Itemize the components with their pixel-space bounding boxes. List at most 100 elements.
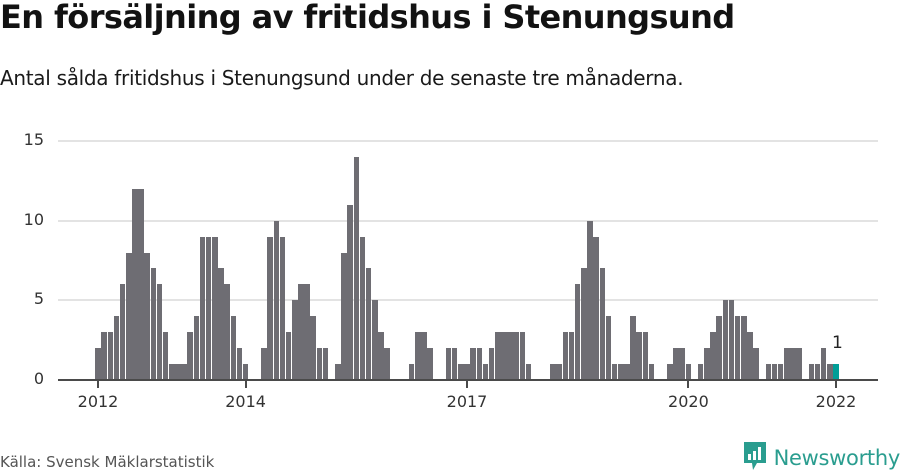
bar xyxy=(673,348,679,380)
bar xyxy=(384,348,390,380)
gridline xyxy=(58,219,878,222)
x-tick xyxy=(97,380,99,388)
x-tick xyxy=(244,380,247,388)
bar xyxy=(292,300,298,380)
bar xyxy=(218,268,224,380)
bar xyxy=(193,316,200,380)
bar xyxy=(784,348,790,380)
bar xyxy=(507,332,513,380)
bar xyxy=(734,316,741,380)
bar xyxy=(642,332,649,380)
chart-subtitle: Antal sålda fritidshus i Stenungsund und… xyxy=(0,66,684,90)
bar xyxy=(205,236,212,380)
bar xyxy=(156,284,163,380)
bar xyxy=(181,364,187,380)
bar xyxy=(611,364,618,380)
bar xyxy=(359,236,366,380)
bar xyxy=(581,268,587,380)
bar xyxy=(697,364,704,380)
bar xyxy=(704,348,710,380)
x-tick-label: 2012 xyxy=(77,392,119,411)
bar xyxy=(279,236,286,380)
bar xyxy=(162,332,169,380)
bar xyxy=(107,332,114,380)
bar xyxy=(445,348,452,380)
bar xyxy=(777,364,784,380)
y-tick-label: 5 xyxy=(33,289,44,309)
bar xyxy=(353,156,360,380)
gridline xyxy=(58,140,878,142)
bar xyxy=(451,348,458,380)
bar xyxy=(482,364,489,380)
bar xyxy=(175,364,181,380)
bar xyxy=(513,332,519,380)
x-axis-line xyxy=(58,379,878,381)
bar xyxy=(464,364,470,380)
bar xyxy=(365,268,372,380)
bar xyxy=(230,316,237,380)
bar xyxy=(212,236,218,380)
bar xyxy=(765,364,772,380)
x-tick xyxy=(687,380,690,388)
x-tick-label: 2017 xyxy=(446,392,488,411)
x-tick-label: 2020 xyxy=(668,392,709,411)
bar xyxy=(648,364,655,380)
bar xyxy=(335,364,341,380)
bar xyxy=(494,332,501,380)
highlighted-bar xyxy=(833,364,839,380)
bar xyxy=(728,300,735,380)
bar xyxy=(242,364,249,380)
bar xyxy=(95,348,101,380)
bar xyxy=(488,348,495,380)
bar xyxy=(415,332,421,380)
bar xyxy=(624,364,630,380)
bar xyxy=(525,364,532,380)
value-annotation: 1 xyxy=(832,333,843,354)
bar xyxy=(427,348,433,380)
bar xyxy=(341,252,347,380)
bar xyxy=(187,332,194,380)
bar xyxy=(827,364,833,380)
y-tick-label: 15 xyxy=(23,130,44,149)
x-tick xyxy=(835,380,837,388)
bar xyxy=(408,364,415,380)
bar xyxy=(310,316,317,380)
bar xyxy=(753,348,759,380)
bar xyxy=(144,252,150,380)
x-tick-label: 2022 xyxy=(815,392,857,411)
source-note: Källa: Svensk Mäklarstatistik xyxy=(0,453,215,471)
bar xyxy=(304,284,310,380)
bar xyxy=(679,348,686,380)
bar xyxy=(125,252,132,380)
brand-logo[interactable]: Newsworthy xyxy=(742,441,900,475)
bar xyxy=(150,268,157,380)
gridline xyxy=(58,299,878,302)
bar xyxy=(519,332,526,380)
bar xyxy=(261,348,267,380)
bar xyxy=(587,220,593,380)
bar xyxy=(316,348,323,380)
bar xyxy=(267,236,273,380)
bar xyxy=(347,204,353,380)
bar xyxy=(574,284,581,380)
bar xyxy=(556,364,563,380)
bar xyxy=(593,236,599,380)
bar xyxy=(667,364,673,380)
bar xyxy=(562,332,569,380)
bar xyxy=(236,348,243,380)
bar xyxy=(273,220,280,380)
bar xyxy=(371,300,378,380)
bar xyxy=(617,364,624,380)
bar xyxy=(119,284,126,380)
bar xyxy=(298,284,304,380)
bar xyxy=(740,316,747,380)
chart-title: En försäljning av fritidshus i Stenungsu… xyxy=(0,0,735,36)
bar xyxy=(169,364,175,380)
newsworthy-logo-icon xyxy=(742,441,768,475)
brand-name: Newsworthy xyxy=(773,446,900,470)
bar xyxy=(199,236,206,380)
bar xyxy=(568,332,575,380)
bar xyxy=(722,300,729,380)
bar xyxy=(132,188,138,380)
bar xyxy=(138,188,144,380)
